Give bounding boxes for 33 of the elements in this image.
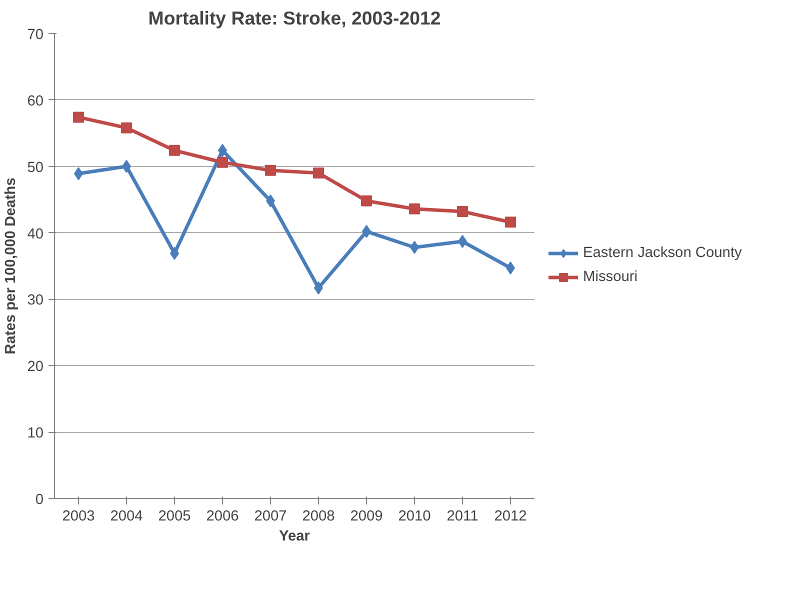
y-axis-title: Rates per 100,000 Deaths [3,178,20,354]
x-tick-label: 2003 [62,508,95,524]
x-tick-label: 2007 [254,508,287,524]
y-tick-label: 10 [27,426,44,442]
x-tick-label: 2010 [398,508,431,524]
legend-label: Missouri [583,268,638,284]
point [73,112,84,123]
x-tick-label: 2004 [110,508,143,524]
x-tick-label: 2008 [302,508,335,524]
x-tick-label: 2006 [206,508,239,524]
x-tick-label: 2012 [494,508,527,524]
y-tick-label: 40 [27,226,44,242]
y-tick-label: 30 [27,292,44,309]
point [505,216,516,228]
point [361,195,372,206]
x-axis-title: Year [279,528,310,544]
y-tick-label: 0 [35,492,44,508]
chart-title: Mortality Rate: Stroke, 2003-2012 [148,8,441,28]
y-tick-label: 70 [27,27,44,43]
point [409,203,420,214]
x-tick-label: 2005 [158,508,191,524]
y-tick-label: 60 [27,93,44,110]
point [457,206,468,218]
x-tick-label: 2009 [350,508,383,524]
legend-label: Eastern Jackson County [583,244,742,260]
y-tick-label: 50 [27,160,44,176]
point [121,122,132,134]
point [217,156,228,168]
point [313,168,324,178]
x-tick-label: 2011 [446,508,478,524]
point [265,164,276,176]
y-tick-label: 20 [27,359,44,376]
point [169,144,180,156]
